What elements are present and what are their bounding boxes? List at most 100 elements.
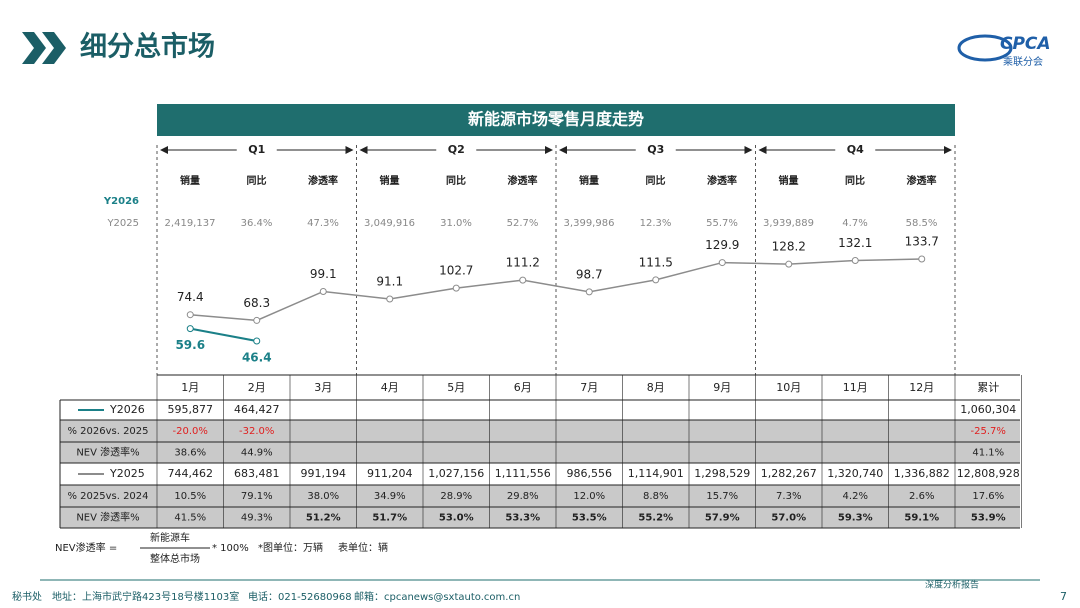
quarter-label: Q2 [448, 143, 465, 156]
table-cell: 49.3% [241, 513, 273, 524]
quarter-value: 3,399,986 [564, 218, 615, 229]
point [718, 259, 726, 267]
table-cell: 51.7% [372, 513, 407, 524]
legend-entry: Y2026 [109, 403, 145, 416]
quarter-header: 同比 [845, 174, 865, 187]
data-label: 46.4 [242, 351, 272, 365]
table-cell: 1,060,304 [960, 403, 1016, 416]
x-tick-label: 7月 [580, 381, 598, 394]
chart-banner [157, 104, 955, 136]
arrow-head [758, 146, 767, 154]
logo: CPCA [1000, 34, 1051, 54]
table-cell: 53.3% [505, 513, 540, 524]
data-label: 68.3 [243, 296, 270, 310]
arrow-head [744, 146, 753, 154]
point [851, 257, 859, 265]
row-label: % 2026vs. 2025 [67, 426, 148, 437]
table-cell: 4.2% [843, 491, 868, 502]
point [652, 276, 660, 284]
quarter-header: 销量 [579, 174, 599, 187]
table-cell: 7.3% [776, 491, 801, 502]
unit-chart: *图单位：万辆 [258, 541, 323, 554]
formula-right: * 100% [212, 543, 249, 554]
point [785, 260, 793, 268]
table-cell: 41.5% [174, 513, 206, 524]
table-cell: 12,808,928 [957, 467, 1020, 480]
legend-entry: Y2025 [109, 467, 145, 480]
table-cell: 29.8% [507, 491, 539, 502]
table-cell: 464,427 [234, 403, 280, 416]
table-header: 累计 [977, 381, 999, 394]
table-cell: 1,298,529 [694, 467, 750, 480]
quarter-header: 渗透率 [308, 174, 338, 187]
quarter-value: 52.7% [507, 218, 539, 229]
quarter-value: 4.7% [842, 218, 867, 229]
page-number: 7 [1060, 590, 1067, 603]
data-label: 91.1 [376, 275, 403, 289]
footer-email: 邮箱：cpcanews@sxtauto.com.cn [354, 590, 520, 603]
footer-report: 深度分析报告 [925, 579, 979, 591]
arrow-head [545, 146, 553, 154]
table-cell: 59.3% [838, 513, 873, 524]
footer-address: 地址：上海市武宁路423号18号楼1103室 [52, 590, 239, 603]
quarter-header: 销量 [380, 174, 400, 187]
quarter-label: Q1 [248, 143, 265, 156]
quarter-value: 12.3% [640, 218, 672, 229]
quarter-value: 58.5% [906, 218, 938, 229]
formula-left: NEV渗透率 = [55, 541, 117, 554]
table-cell: -20.0% [173, 426, 208, 437]
table-cell: 55.2% [638, 513, 673, 524]
point [186, 311, 194, 319]
data-label: 99.1 [310, 267, 337, 281]
table-cell: 2.6% [909, 491, 934, 502]
row-shade [60, 485, 1020, 507]
point [585, 288, 593, 296]
formula-denominator: 整体总市场 [150, 552, 200, 565]
table-cell: 10.5% [174, 491, 206, 502]
table-cell: 51.2% [306, 513, 341, 524]
quarter-value: 3,049,916 [364, 218, 415, 229]
point [253, 316, 261, 324]
x-tick-label: 5月 [447, 381, 465, 394]
table-cell: 12.0% [573, 491, 605, 502]
table-cell: 38.6% [174, 448, 206, 459]
point [386, 295, 394, 303]
table-cell: 53.0% [439, 513, 474, 524]
data-label: 98.7 [576, 267, 603, 281]
table-cell: 8.8% [643, 491, 668, 502]
arrow-head [359, 146, 368, 154]
data-label: 111.5 [639, 255, 673, 269]
table-cell: 53.5% [572, 513, 607, 524]
data-label: 132.1 [838, 236, 872, 250]
data-label: 102.7 [439, 264, 473, 278]
quarter-value: 47.3% [307, 218, 339, 229]
logo-swoosh [957, 34, 1013, 62]
chevron [42, 32, 66, 64]
table-cell: 1,282,267 [761, 467, 817, 480]
footer-office: 秘书处 [12, 590, 42, 603]
table-cell: 991,194 [301, 467, 347, 480]
x-tick-label: 12月 [909, 381, 934, 394]
x-tick-label: 2月 [248, 381, 266, 394]
row-shade [60, 420, 1020, 442]
quarter-header: 同比 [247, 174, 267, 187]
quarter-value: 55.7% [706, 218, 738, 229]
x-tick-label: 11月 [843, 381, 868, 394]
footer-phone: 电话：021-52680968 [248, 590, 352, 603]
x-tick-label: 10月 [776, 381, 801, 394]
x-tick-label: 3月 [314, 381, 332, 394]
series-line [190, 258, 922, 322]
quarter-row-label: Y2025 [106, 218, 139, 229]
table-cell: 986,556 [567, 467, 613, 480]
table-cell: 683,481 [234, 467, 280, 480]
table-cell: 595,877 [168, 403, 214, 416]
quarter-header: 同比 [646, 174, 666, 187]
arrow-head [160, 146, 168, 154]
table-cell: 15.7% [706, 491, 738, 502]
point [452, 284, 460, 292]
quarter-value: 2,419,137 [165, 218, 216, 229]
quarter-header: 渗透率 [707, 174, 737, 187]
chart-title: 新能源市场零售月度走势 [468, 110, 644, 129]
point [519, 276, 527, 284]
